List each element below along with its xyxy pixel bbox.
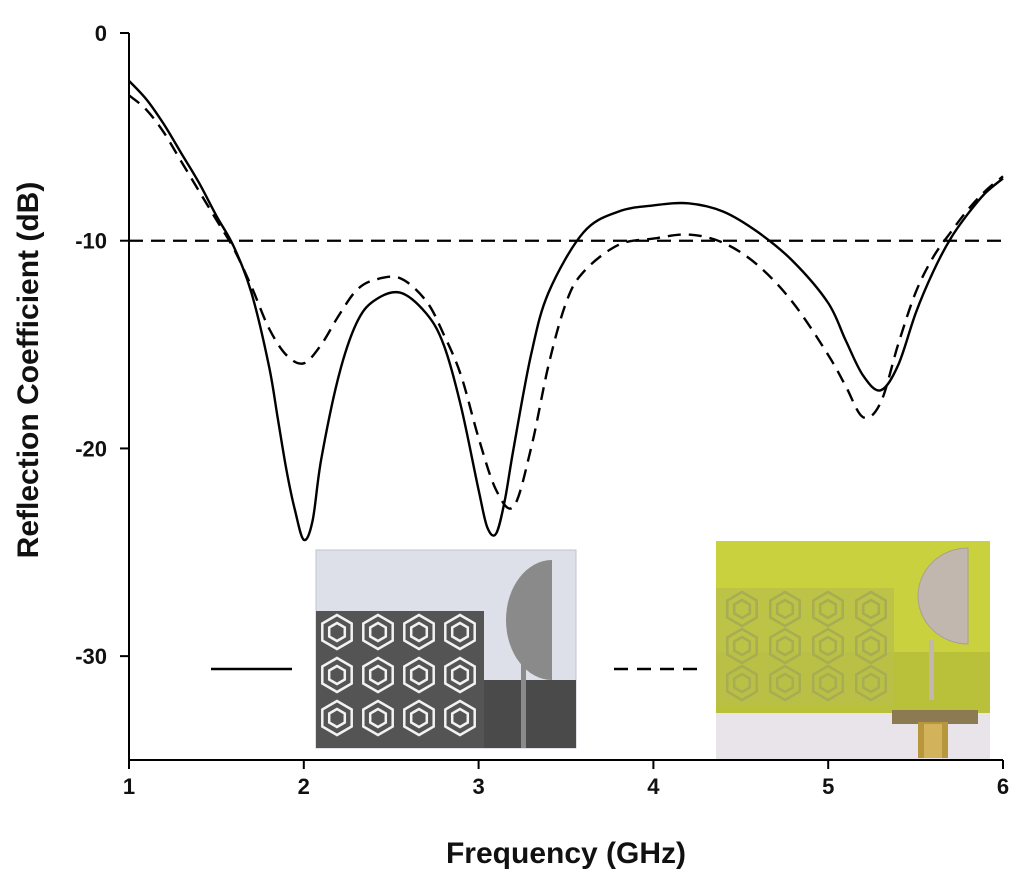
pcb-hexagon-cell-inner xyxy=(732,672,752,694)
pcb-hexagon-cell-grid xyxy=(726,590,887,702)
y-tick-label: -10 xyxy=(75,229,107,254)
prototype-photo-inset xyxy=(716,541,990,759)
pcb-hexagon-cell-inner xyxy=(732,598,752,620)
pcb-hexagon-cell xyxy=(855,627,887,665)
pcb-feed-line xyxy=(929,640,934,700)
hexagon-cell-grid xyxy=(321,613,476,737)
pcb-hexagon-cell xyxy=(769,664,801,702)
pcb-hexagon-cell xyxy=(726,664,758,702)
hexagon-cell-inner xyxy=(450,664,470,686)
hexagon-cell-inner xyxy=(327,621,347,643)
pcb-hexagon-cell xyxy=(812,590,844,628)
hexagon-cell xyxy=(362,656,394,694)
hexagon-cell xyxy=(403,656,435,694)
pcb-hexagon-cell-inner xyxy=(818,672,838,694)
pcb-hexagon-cell xyxy=(769,590,801,628)
pcb-half-disc-patch xyxy=(917,547,969,645)
x-tick-label: 1 xyxy=(123,774,135,799)
hexagon-cell-inner xyxy=(409,707,429,729)
pcb-hexagon-cell xyxy=(855,590,887,628)
half-disc-patch xyxy=(506,560,552,680)
hexagon-cell-inner xyxy=(327,707,347,729)
pcb-hexagon-cell-inner xyxy=(818,635,838,657)
y-tick-group: 0 -10 -20 -30 xyxy=(75,21,129,669)
hexagon-cell xyxy=(362,699,394,737)
y-axis-title: Reflection Coefficient (dB) xyxy=(12,182,45,559)
hexagon-cell xyxy=(444,613,476,651)
hexagon-cell-inner xyxy=(368,707,388,729)
x-tick-label: 6 xyxy=(997,774,1009,799)
y-tick-label: -20 xyxy=(75,436,107,461)
hexagon-cell-inner xyxy=(409,664,429,686)
pcb-hexagon-cell xyxy=(726,627,758,665)
pcb-hexagon-cell-inner xyxy=(861,635,881,657)
hexagon-cell xyxy=(444,656,476,694)
pcb-hexagon-cell-inner xyxy=(775,672,795,694)
hexagon-cell xyxy=(444,699,476,737)
hexagon-cell xyxy=(321,613,353,651)
pcb-hexagon-cell xyxy=(812,664,844,702)
sma-connector-body xyxy=(892,710,978,724)
hexagon-cell-inner xyxy=(368,621,388,643)
hexagon-cell-inner xyxy=(450,621,470,643)
hexagon-cell xyxy=(321,656,353,694)
pcb-hexagon-cell-inner xyxy=(818,598,838,620)
hexagon-cell xyxy=(403,699,435,737)
hexagon-cell-inner xyxy=(409,621,429,643)
pcb-hexagon-cell-inner xyxy=(861,672,881,694)
y-tick-label: -30 xyxy=(75,644,107,669)
pcb-hexagon-cell xyxy=(812,627,844,665)
pcb-hexagon-cell-inner xyxy=(775,598,795,620)
hexagon-cell-inner xyxy=(327,664,347,686)
pcb-hexagon-cell xyxy=(769,627,801,665)
hexagon-cell-inner xyxy=(368,664,388,686)
pcb-hexagon-cell xyxy=(855,664,887,702)
pcb-hexagon-cell-inner xyxy=(732,635,752,657)
hexagon-cell xyxy=(403,613,435,651)
pcb-hexagon-cell-inner xyxy=(861,598,881,620)
pcb-hexagon-cell xyxy=(726,590,758,628)
x-tick-label: 5 xyxy=(822,774,834,799)
x-tick-group: 1 2 3 4 5 6 xyxy=(123,760,1009,799)
series-solid-line xyxy=(128,79,1004,542)
pcb-pattern-region xyxy=(716,588,894,706)
hexagon-cell xyxy=(321,699,353,737)
hexagon-cell xyxy=(362,613,394,651)
y-tick-label: 0 xyxy=(95,21,107,46)
series-dashed-line xyxy=(128,94,1004,510)
hexagon-cell-inner xyxy=(450,707,470,729)
x-axis-title: Frequency (GHz) xyxy=(446,837,686,870)
x-tick-label: 2 xyxy=(298,774,310,799)
x-tick-label: 4 xyxy=(647,774,660,799)
simulation-layout-inset xyxy=(315,549,577,749)
x-tick-label: 3 xyxy=(472,774,484,799)
pcb-hexagon-cell-inner xyxy=(775,635,795,657)
feed-line xyxy=(521,656,526,748)
